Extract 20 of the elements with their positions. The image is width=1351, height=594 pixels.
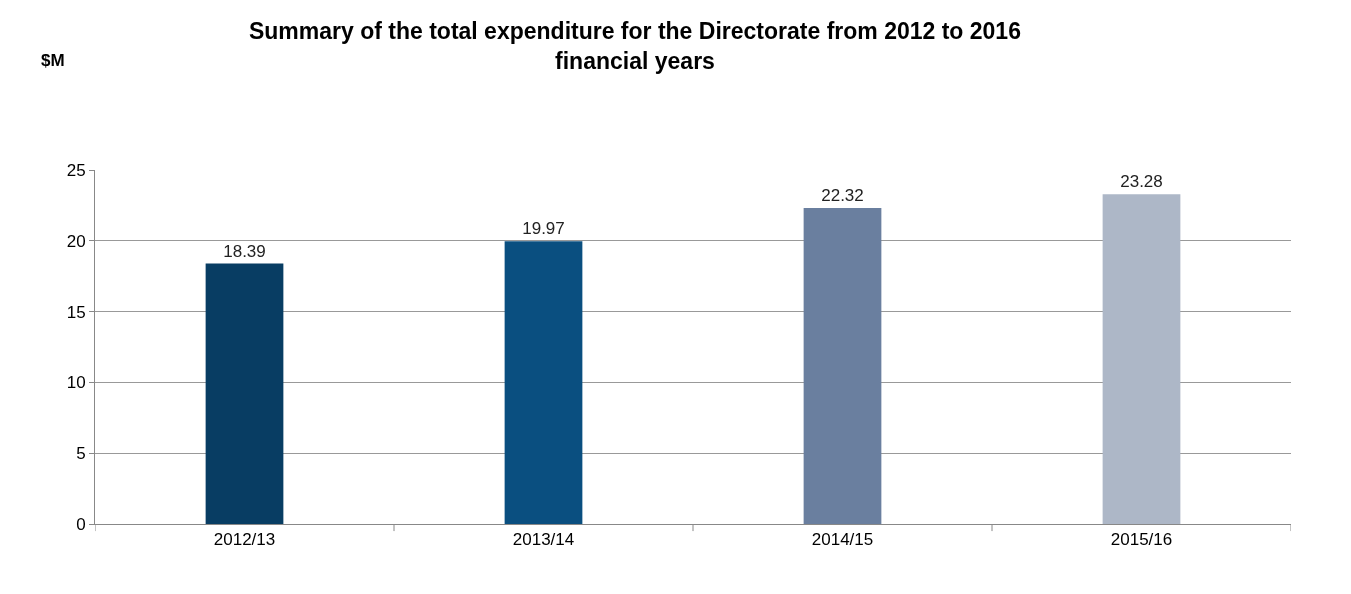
data-label: 19.97 — [522, 219, 565, 239]
y-tick-label: 5 — [76, 444, 86, 464]
chart-title: Summary of the total expenditure for the Directorate from 2012 to 2016 financial years — [248, 17, 1021, 74]
bar — [504, 241, 583, 524]
y-tick-label: 10 — [66, 373, 86, 393]
x-tick-label: 2012/13 — [213, 530, 276, 550]
bar — [803, 207, 882, 524]
data-label: 23.28 — [1120, 172, 1163, 192]
x-tick-label: 2014/15 — [811, 530, 874, 550]
y-tick-label: 25 — [66, 160, 86, 180]
data-label: 22.32 — [821, 185, 864, 205]
x-tick-label: 2013/14 — [512, 530, 575, 550]
bar — [205, 263, 284, 524]
data-label: 18.39 — [223, 241, 266, 261]
y-tick-label: 20 — [66, 231, 86, 251]
bar — [1102, 194, 1181, 524]
x-tick-label: 2015/16 — [1110, 530, 1173, 550]
y-tick-label: 0 — [76, 514, 86, 534]
y-tick-label: 15 — [66, 302, 86, 322]
text: $M — [41, 51, 65, 70]
